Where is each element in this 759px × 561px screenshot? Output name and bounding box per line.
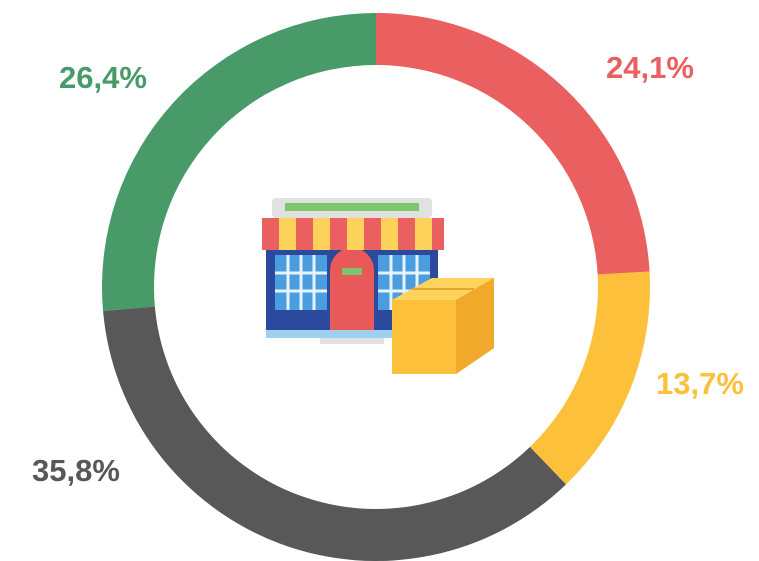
donut-segment — [376, 13, 650, 275]
value-label: 24,1% — [606, 50, 694, 85]
value-label: 26,4% — [59, 60, 147, 95]
value-label: 13,7% — [656, 366, 744, 401]
value-label: 35,8% — [32, 453, 120, 488]
store-icon — [262, 198, 494, 374]
donut-segment — [529, 271, 650, 485]
donut-segment — [103, 306, 567, 561]
donut-segment — [102, 13, 376, 312]
